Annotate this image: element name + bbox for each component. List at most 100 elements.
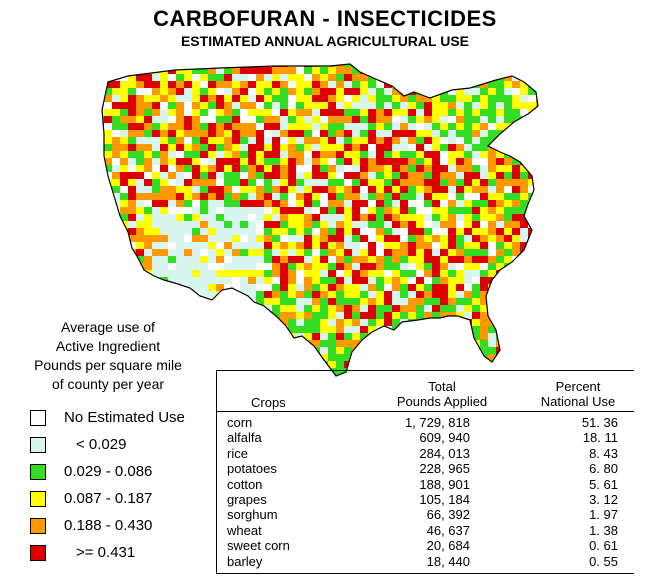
county-cell <box>536 347 538 354</box>
county-cell <box>168 186 176 193</box>
county-cell <box>440 64 448 67</box>
county-cell <box>128 277 136 284</box>
county-cell <box>384 235 392 242</box>
county-cell <box>184 95 192 102</box>
county-cell <box>520 235 528 242</box>
county-cell <box>232 347 240 354</box>
county-cell <box>448 151 456 158</box>
county-cell <box>488 165 496 172</box>
county-cell <box>424 361 432 368</box>
county-cell <box>320 165 328 172</box>
county-cell <box>272 298 280 305</box>
county-cell <box>344 109 352 116</box>
county-cell <box>144 193 152 200</box>
county-cell <box>440 326 448 333</box>
county-cell <box>128 256 136 263</box>
county-cell <box>272 235 280 242</box>
county-cell <box>256 165 264 172</box>
county-cell <box>168 256 176 263</box>
county-cell <box>424 74 432 81</box>
county-cell <box>176 109 184 116</box>
county-cell <box>504 88 512 95</box>
county-cell <box>144 151 152 158</box>
county-cell <box>504 67 512 74</box>
pounds-cell: 228, 965 <box>419 461 470 477</box>
county-cell <box>416 235 424 242</box>
county-cell <box>152 88 160 95</box>
county-cell <box>320 340 328 347</box>
county-cell <box>224 242 232 249</box>
county-cell <box>376 249 384 256</box>
county-cell <box>408 277 416 284</box>
county-cell <box>104 298 112 305</box>
county-cell <box>456 172 464 179</box>
county-cell <box>432 298 440 305</box>
county-cell <box>120 109 128 116</box>
county-cell <box>120 116 128 123</box>
county-cell <box>408 74 416 81</box>
county-cell <box>160 123 168 130</box>
county-cell <box>456 242 464 249</box>
county-cell <box>248 158 256 165</box>
county-cell <box>184 270 192 277</box>
county-cell <box>512 88 520 95</box>
county-cell <box>208 375 216 376</box>
map-subtitle: ESTIMATED ANNUAL AGRICULTURAL USE <box>180 33 470 49</box>
county-cell <box>408 361 416 368</box>
county-cell <box>232 354 240 361</box>
county-cell <box>384 186 392 193</box>
county-cell <box>248 67 256 74</box>
county-cell <box>152 95 160 102</box>
county-cell <box>448 64 456 67</box>
county-cell <box>400 284 408 291</box>
county-cell <box>168 109 176 116</box>
county-cell <box>102 242 104 249</box>
legend-title-line: of county per year <box>51 376 165 392</box>
county-cell <box>208 137 216 144</box>
county-cell <box>200 109 208 116</box>
county-cell <box>272 214 280 221</box>
county-cell <box>464 256 472 263</box>
county-cell <box>152 305 160 312</box>
county-cell <box>512 172 520 179</box>
county-cell <box>192 214 200 221</box>
county-cell <box>328 277 336 284</box>
county-cell <box>392 151 400 158</box>
county-cell <box>296 67 304 74</box>
county-cell <box>488 67 496 74</box>
county-cell <box>264 137 272 144</box>
county-cell <box>216 270 224 277</box>
county-cell <box>512 249 520 256</box>
county-cell <box>136 116 144 123</box>
county-cell <box>456 235 464 242</box>
county-cell <box>288 109 296 116</box>
county-cell <box>480 347 488 354</box>
county-cell <box>240 256 248 263</box>
county-cell <box>144 74 152 81</box>
county-cell <box>256 221 264 228</box>
county-cell <box>160 109 168 116</box>
county-cell <box>360 284 368 291</box>
county-cell <box>384 116 392 123</box>
county-cell <box>416 158 424 165</box>
county-cell <box>136 109 144 116</box>
county-cell <box>536 109 538 116</box>
county-cell <box>104 67 112 74</box>
county-cell <box>368 221 376 228</box>
county-cell <box>248 270 256 277</box>
county-cell <box>400 277 408 284</box>
county-cell <box>208 193 216 200</box>
county-cell <box>200 95 208 102</box>
county-cell <box>200 277 208 284</box>
county-cell <box>224 130 232 137</box>
county-cell <box>240 235 248 242</box>
county-cell <box>384 263 392 270</box>
county-cell <box>200 256 208 263</box>
county-cell <box>192 130 200 137</box>
county-cell <box>312 305 320 312</box>
county-cell <box>176 256 184 263</box>
county-cell <box>120 179 128 186</box>
county-cell <box>416 200 424 207</box>
county-cell <box>536 165 538 172</box>
county-cell <box>176 291 184 298</box>
